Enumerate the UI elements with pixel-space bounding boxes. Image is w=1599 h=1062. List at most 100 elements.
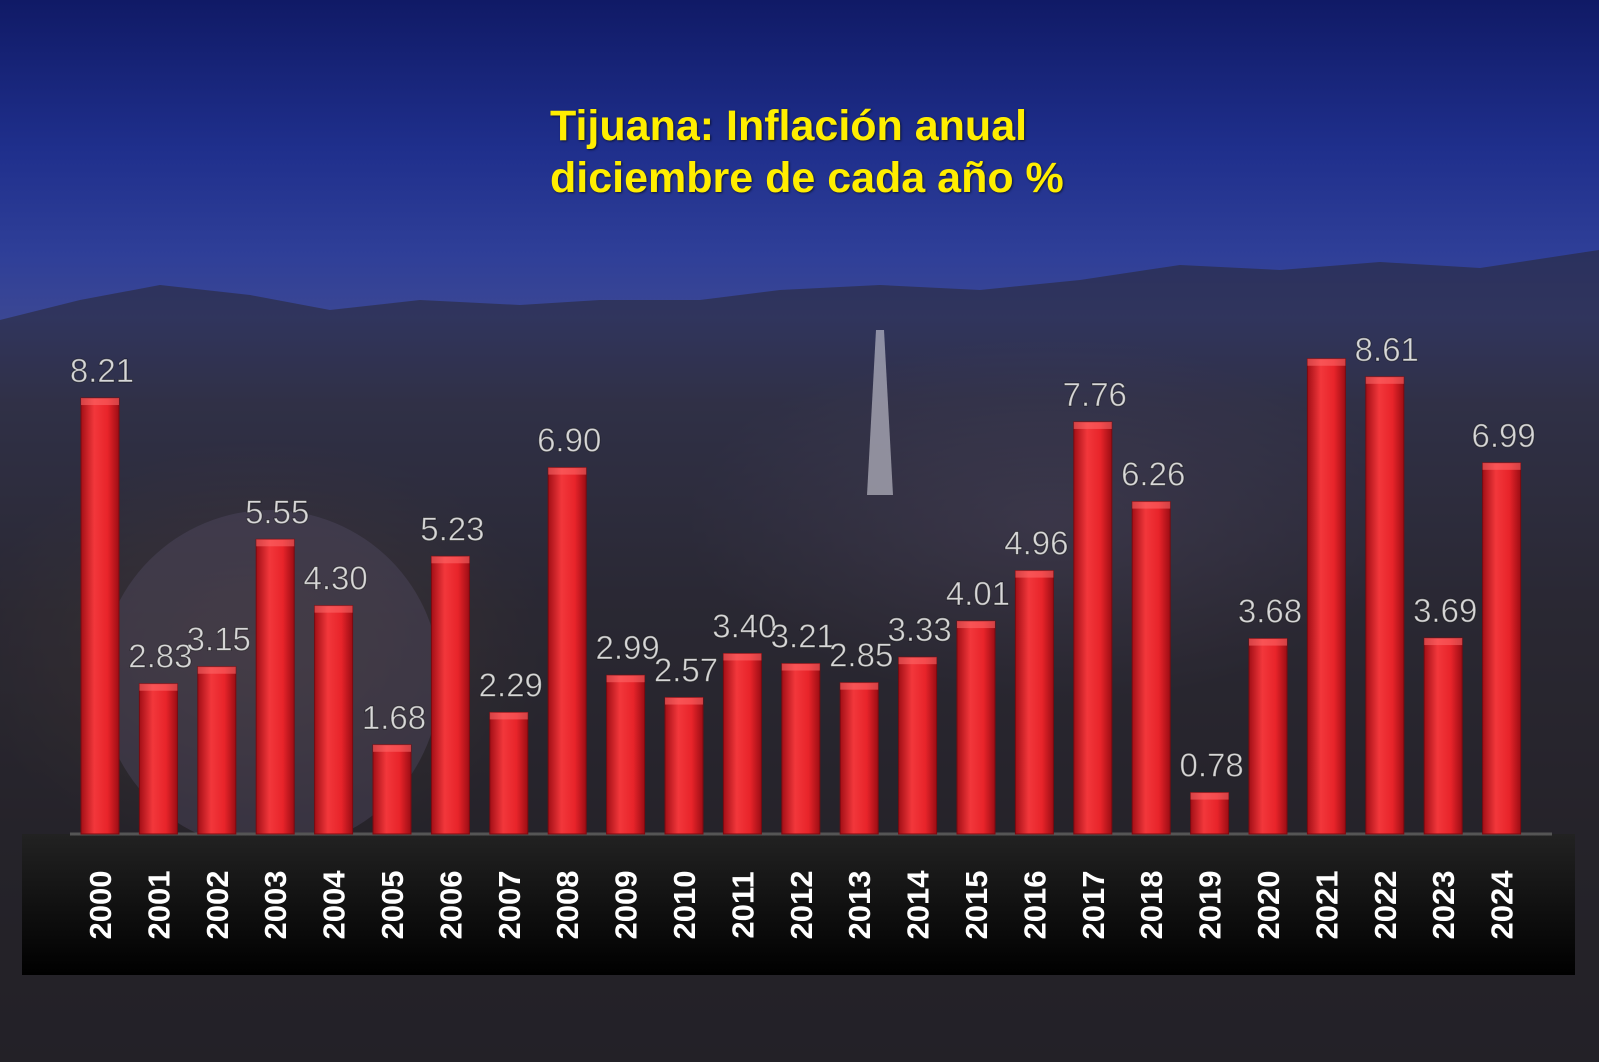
bar-top-highlight-2021	[1307, 358, 1346, 366]
value-label-2009: 2.99	[595, 629, 659, 666]
bar-2024	[1482, 462, 1522, 835]
value-label-2007: 2.29	[479, 666, 543, 703]
value-label-2022: 8.61	[1355, 331, 1419, 368]
x-tick-2014: 2014	[901, 870, 936, 940]
value-label-2010: 2.57	[654, 652, 718, 689]
bar-2000	[80, 397, 120, 835]
x-tick-2023: 2023	[1426, 871, 1461, 940]
bar-top-highlight-2022	[1365, 376, 1404, 384]
bar-2017	[1073, 421, 1113, 835]
bar-top-highlight-2008	[548, 467, 587, 475]
x-tick-2022: 2022	[1368, 871, 1403, 940]
bar-2006	[430, 555, 470, 835]
chart-title-line1: Tijuana: Inflación anual	[550, 102, 1028, 150]
x-tick-2010: 2010	[667, 871, 702, 940]
bar-2012	[781, 663, 821, 835]
bar-2004	[314, 605, 354, 835]
value-label-2013: 2.85	[829, 637, 893, 674]
value-label-2017: 7.76	[1063, 376, 1127, 413]
x-tick-2018: 2018	[1134, 871, 1169, 940]
bar-2013	[839, 682, 879, 835]
value-label-2006: 5.23	[420, 510, 484, 547]
bar-top-highlight-2015	[957, 621, 995, 629]
bar-top-highlight-2014	[898, 657, 937, 665]
bar-2021	[1306, 358, 1346, 835]
value-label-2020: 3.68	[1238, 593, 1302, 630]
bar-top-highlight-2004	[314, 605, 353, 613]
bar-2005	[372, 744, 412, 835]
bar-2018	[1131, 501, 1171, 835]
bar-2022	[1365, 376, 1405, 835]
bar-top-highlight-2000	[81, 398, 119, 406]
x-tick-2017: 2017	[1076, 871, 1111, 940]
bar-top-highlight-2023	[1424, 638, 1463, 646]
bar-2008	[547, 467, 587, 835]
bar-2016	[1014, 570, 1054, 835]
x-tick-2007: 2007	[492, 871, 527, 940]
value-label-2012: 3.21	[771, 618, 835, 655]
bar-2020	[1248, 638, 1288, 835]
bar-2023	[1423, 637, 1463, 835]
bar-top-highlight-2018	[1132, 501, 1171, 509]
axis-base-slab	[22, 834, 1575, 975]
x-tick-2016: 2016	[1017, 871, 1052, 940]
bar-top-highlight-2011	[723, 653, 762, 661]
bar-top-highlight-2017	[1073, 421, 1112, 429]
monument-shape	[867, 330, 893, 495]
bar-top-highlight-2013	[840, 682, 879, 690]
bar-top-highlight-2020	[1249, 638, 1287, 646]
x-tick-2001: 2001	[141, 871, 176, 940]
x-tick-2005: 2005	[375, 871, 410, 940]
x-tick-2020: 2020	[1251, 871, 1286, 940]
bar-top-highlight-2003	[256, 539, 295, 547]
value-label-2023: 3.69	[1413, 592, 1477, 629]
bar-2007	[489, 711, 529, 835]
bar-top-highlight-2010	[665, 697, 703, 705]
bar-2001	[138, 683, 178, 835]
x-tick-2004: 2004	[317, 870, 352, 940]
value-label-2024: 6.99	[1471, 417, 1535, 454]
bar-top-highlight-2007	[489, 712, 528, 720]
x-tick-2015: 2015	[959, 871, 994, 940]
axis-base	[22, 832, 1575, 975]
bar-top-highlight-2016	[1015, 570, 1054, 578]
bar-2002	[197, 666, 237, 835]
x-tick-2011: 2011	[725, 871, 760, 938]
bar-top-highlight-2002	[197, 666, 236, 674]
chart-title-line2: diciembre de cada año %	[550, 154, 1064, 202]
bar-top-highlight-2006	[431, 556, 470, 564]
value-label-2014: 3.33	[887, 611, 951, 648]
bar-2010	[664, 697, 704, 835]
value-label-2019: 0.78	[1179, 747, 1243, 784]
x-tick-2000: 2000	[83, 871, 118, 940]
value-label-2001: 2.83	[128, 638, 192, 675]
x-tick-2002: 2002	[200, 871, 235, 940]
bar-top-highlight-2001	[139, 683, 178, 691]
value-label-2004: 4.30	[303, 560, 367, 597]
bar-top-highlight-2024	[1482, 462, 1521, 470]
x-tick-2021: 2021	[1309, 871, 1344, 940]
bar-top-highlight-2012	[781, 663, 820, 671]
value-label-2015: 4.01	[946, 575, 1010, 612]
bar-top-highlight-2009	[606, 675, 645, 683]
x-tick-2024: 2024	[1485, 870, 1520, 940]
bar-top-highlight-2019	[1190, 792, 1229, 800]
x-tick-2003: 2003	[258, 871, 293, 940]
x-tick-2006: 2006	[433, 871, 468, 940]
x-tick-2019: 2019	[1193, 871, 1228, 940]
bar-2003	[255, 538, 295, 835]
bar-2011	[722, 652, 762, 835]
x-tick-2013: 2013	[842, 871, 877, 940]
value-label-2016: 4.96	[1004, 525, 1068, 562]
value-label-2003: 5.55	[245, 493, 309, 530]
value-label-2005: 1.68	[362, 699, 426, 736]
bars-group	[80, 358, 1522, 835]
value-label-2008: 6.90	[537, 422, 601, 459]
value-label-2002: 3.15	[187, 621, 251, 658]
x-tick-2009: 2009	[609, 871, 644, 940]
value-label-2011: 3.40	[712, 607, 776, 644]
x-tick-labels-group: 2000 2001 2002 2003 2004 2005 2006 2007 2008 2009…	[83, 870, 1520, 940]
bar-2009	[606, 674, 646, 835]
